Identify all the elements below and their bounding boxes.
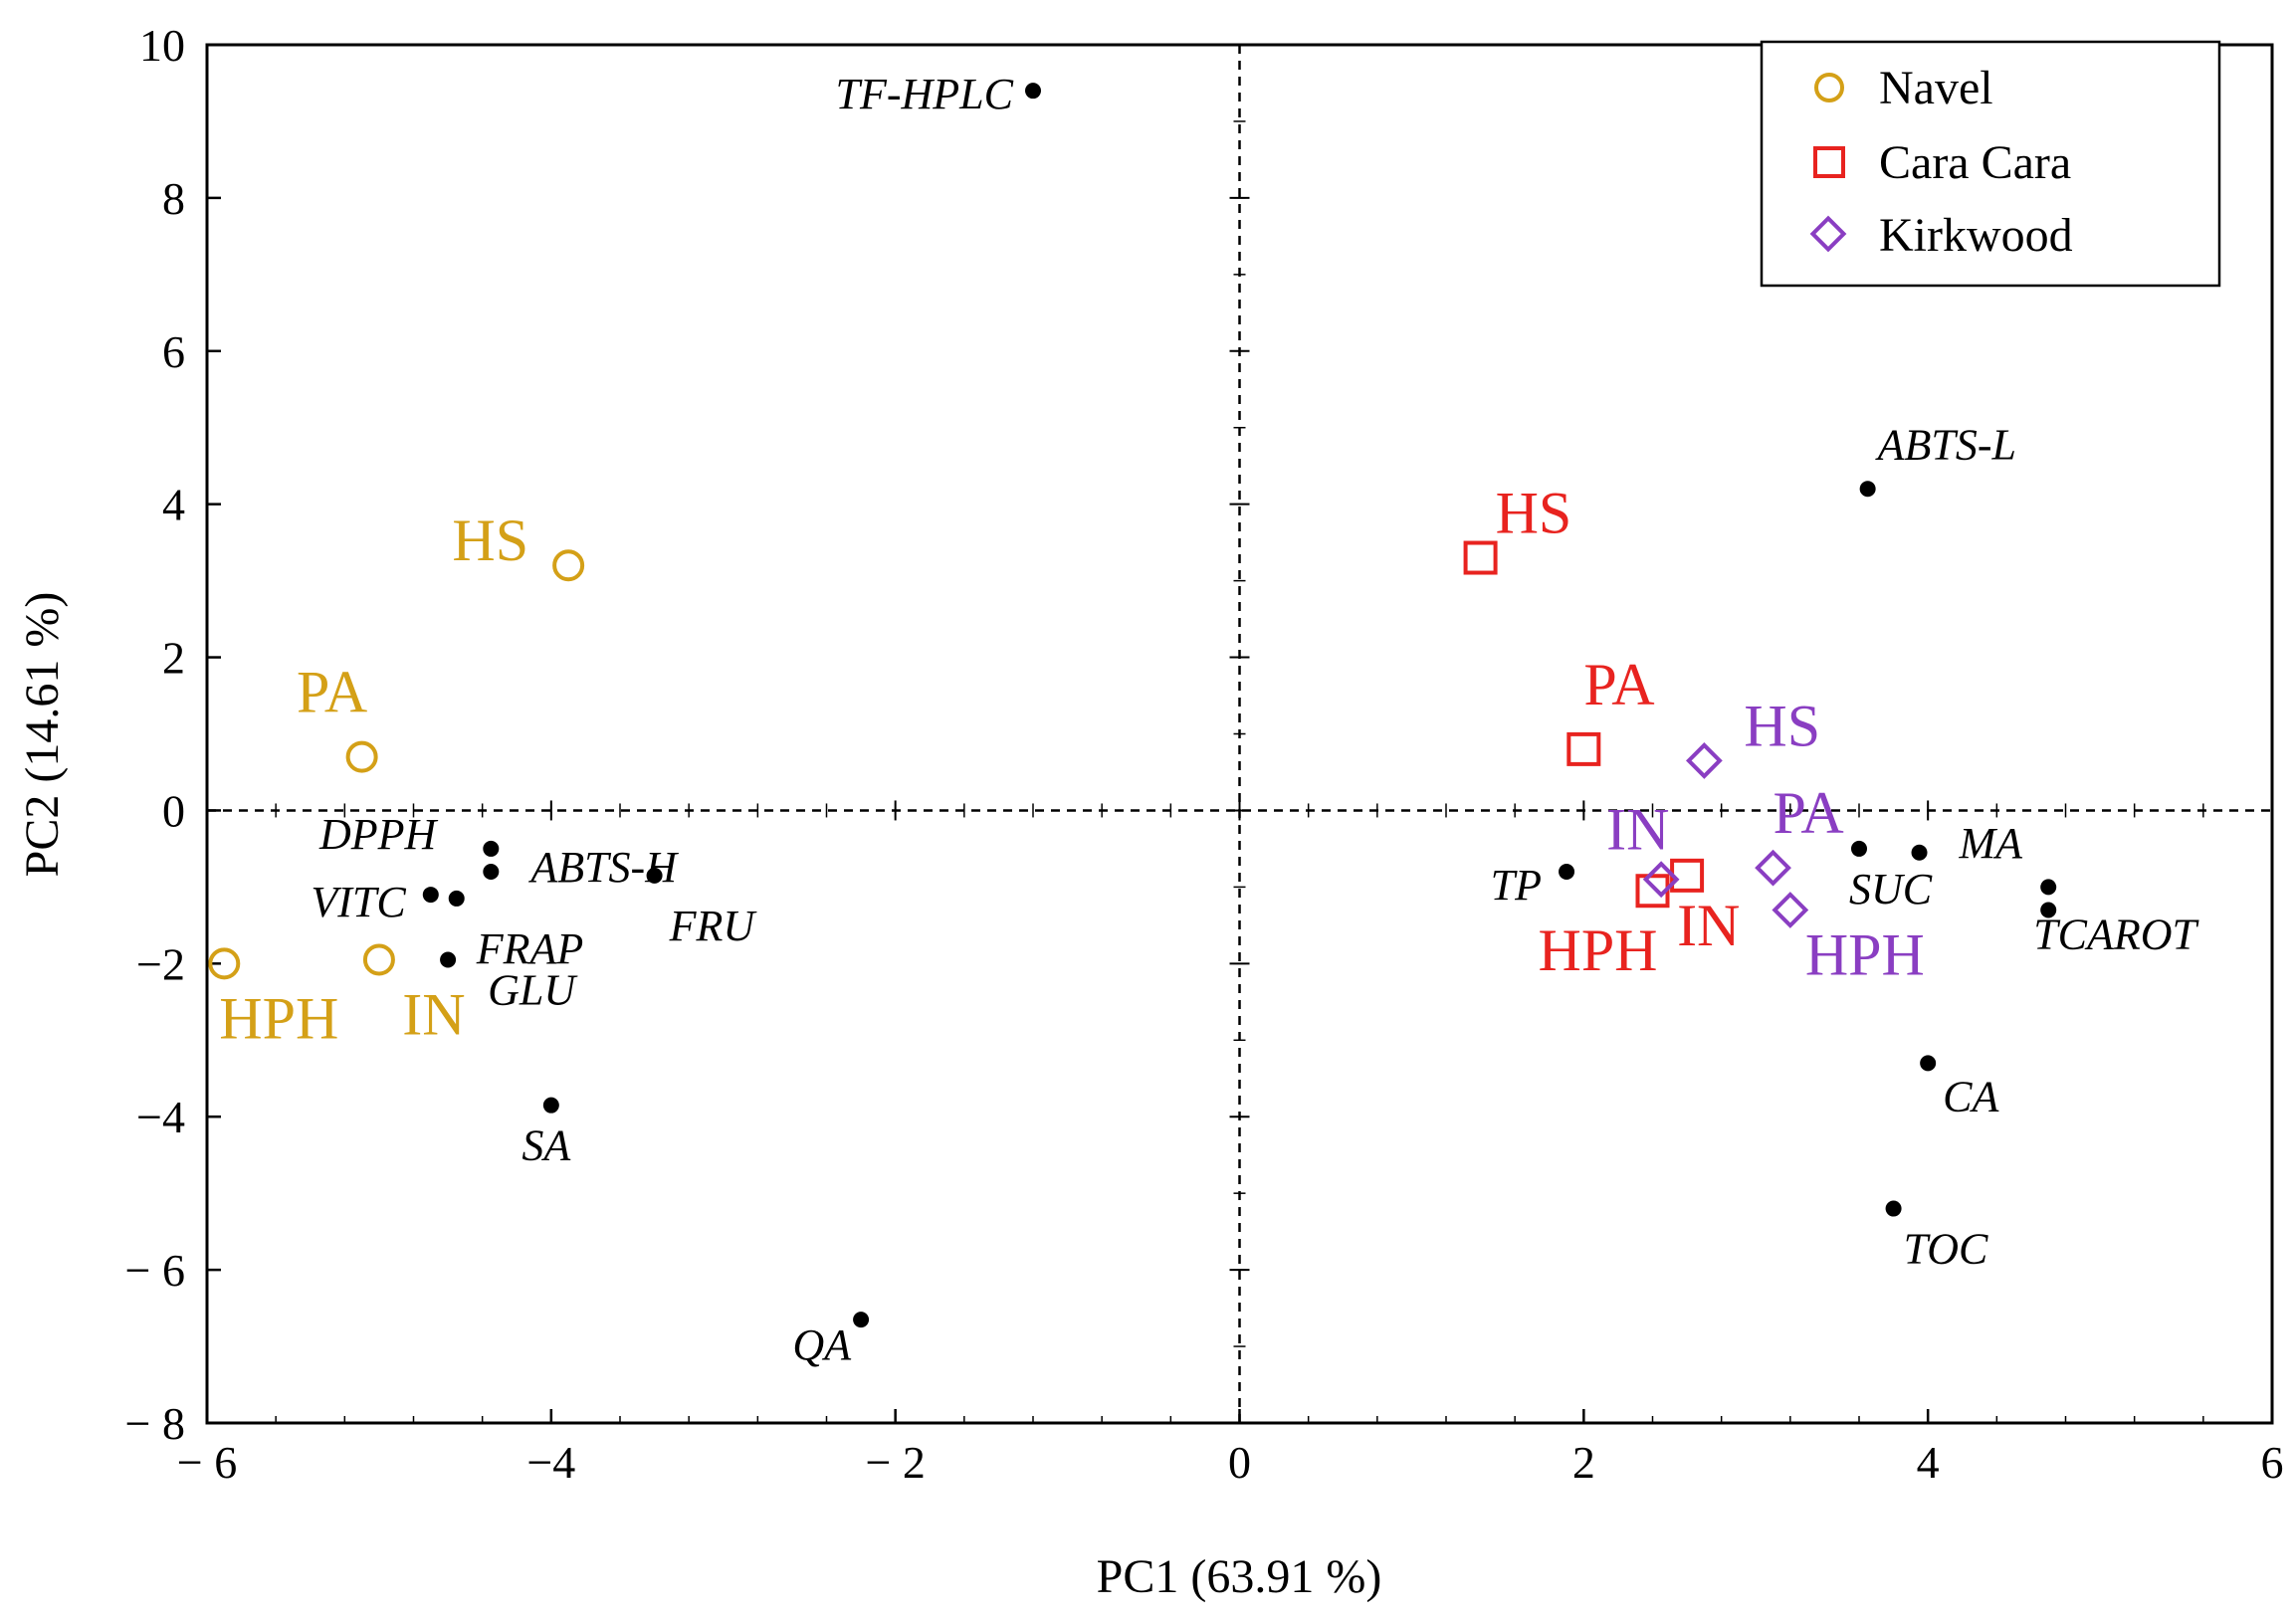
variable-label: SUC [1849,865,1933,913]
variable-label: TP [1491,861,1542,910]
sample-label: PA [1583,652,1654,717]
variable-point [440,951,457,968]
variable-point [542,1097,559,1114]
variable-point [483,864,500,880]
variable-label: VITC [311,878,406,926]
sample-marker-kirkwood [1755,849,1791,887]
variable-point [646,867,663,884]
y-tick-label: 4 [162,480,185,530]
variable-point [2040,879,2057,896]
y-tick-label: −4 [136,1092,185,1142]
variable-label: ABTS-L [1875,420,2016,469]
sample-label: HPH [1538,917,1657,983]
x-tick-label: 6 [2261,1437,2284,1488]
sample-marker-cara-cara [1566,731,1601,766]
plot-frame [205,43,2274,1425]
sample-label: HS [1496,481,1572,546]
variable-label: DPPH [318,810,439,859]
legend-label-kirkwood: Kirkwood [1879,209,2073,262]
sample-marker-navel [362,943,395,976]
variable-label: GLU [488,965,578,1014]
sample-label: HS [1744,693,1820,758]
x-tick-label: − 6 [177,1437,237,1488]
variable-label: FRAP [476,924,584,973]
y-tick-label: 0 [162,785,185,836]
variable-label: CA [1943,1072,1999,1120]
legend-label-cara-cara: Cara Cara [1879,136,2071,189]
sample-label: PA [297,660,367,725]
sample-marker-navel [552,549,585,582]
variable-point [2040,902,2057,918]
variable-point [1859,481,1876,498]
legend-marker-navel [1814,73,1844,102]
y-tick-label: − 8 [125,1398,185,1449]
y-tick-label: 8 [162,173,185,224]
variable-point [1885,1200,1902,1217]
legend-marker-cara-cara [1813,146,1845,178]
variable-label: MA [1959,819,2024,868]
sample-marker-cara-cara [1670,858,1705,893]
variable-label: QA [792,1320,852,1369]
sample-label: PA [1774,780,1844,846]
variable-label: FRU [669,902,758,950]
legend-label-navel: Navel [1879,62,1993,114]
variable-label: ABTS-H [527,843,679,892]
sample-label: HPH [1805,921,1925,987]
legend-marker-kirkwood [1809,215,1847,253]
variable-point [1920,1055,1937,1072]
variable-point [853,1312,870,1328]
variable-label: TOC [1904,1225,1988,1274]
sample-marker-cara-cara [1463,540,1498,575]
sample-label: HS [452,507,528,573]
y-tick-label: 10 [139,20,185,71]
x-tick-label: − 2 [865,1437,925,1488]
y-tick-label: − 6 [125,1245,185,1296]
variable-point [1025,83,1041,100]
variable-label: TCAROT [2033,910,2199,958]
variable-point [448,890,465,907]
x-axis-title: PC1 (63.91 %) [1097,1550,1382,1603]
variable-point [1911,844,1928,861]
sample-marker-navel [208,947,241,980]
variable-label: SA [522,1121,571,1170]
sample-label: IN [1606,797,1669,863]
y-tick-label: −2 [136,938,185,989]
sample-label: IN [1677,893,1740,958]
x-tick-label: 2 [1572,1437,1595,1488]
sample-label: HPH [219,985,338,1051]
y-tick-label: 6 [162,326,185,377]
variable-point [1851,840,1867,857]
sample-marker-navel [345,740,378,773]
legend: Navel Cara Cara Kirkwood [1760,40,2221,288]
variable-label: TF-HPLC [836,70,1014,118]
x-tick-label: 0 [1228,1437,1251,1488]
sample-marker-kirkwood [1772,892,1809,928]
x-tick-label: −4 [526,1437,575,1488]
sample-marker-kirkwood [1685,742,1723,779]
y-axis-title: PC2 (14.61 %) [16,592,69,878]
legend-box [1760,40,2221,288]
variable-point [1559,864,1575,880]
sample-marker-kirkwood [1642,861,1680,899]
sample-label: IN [402,981,465,1047]
variable-point [483,840,500,857]
variable-point [422,887,439,904]
x-tick-label: 4 [1917,1437,1940,1488]
y-tick-label: 2 [162,633,185,684]
